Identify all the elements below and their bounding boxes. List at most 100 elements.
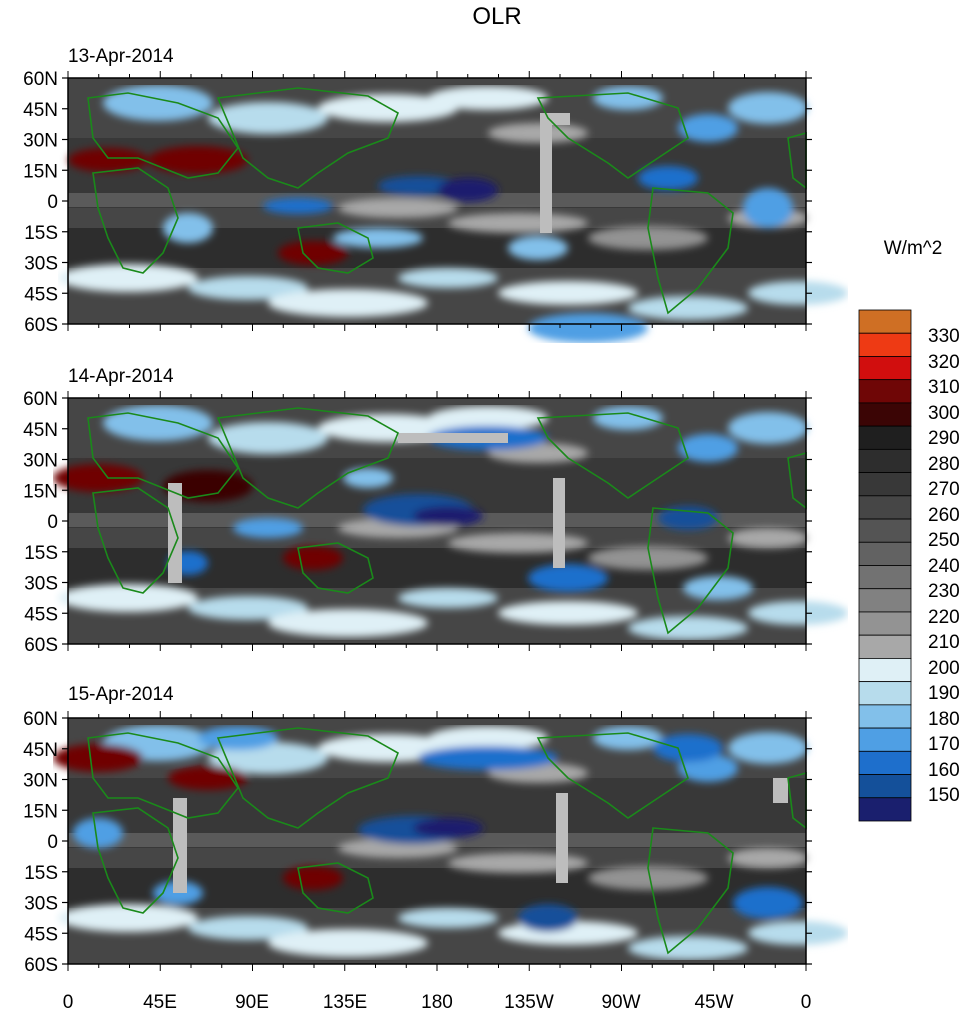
coastline [536,92,689,179]
colorbar-swatch [858,750,912,775]
olr-blob [448,853,588,873]
olr-blob [628,936,748,960]
coastline [647,827,734,955]
colorbar-swatch [858,518,912,543]
lon-label: 135E [323,992,367,1013]
olr-blob [743,188,793,228]
olr-blob [728,528,808,548]
colorbar-swatch [858,588,912,613]
colorbar-label: 200 [928,658,960,679]
olr-blob [588,866,708,890]
olr-blob [448,213,588,233]
olr-blob [73,818,123,848]
coastline [92,167,179,274]
lon-ticks-3 [67,711,807,971]
olr-blob [263,198,333,214]
coastline [87,92,239,179]
lon-label: 135W [504,992,554,1013]
olr-blob [678,114,738,142]
olr-blob [103,85,213,121]
colorbar-swatch [858,495,912,520]
map-area-3 [53,717,848,965]
lat-label: 45N [23,420,58,441]
lon-label: 90W [601,992,640,1013]
missing-strip [556,793,568,883]
colorbar-label: 300 [928,403,960,424]
missing-strip [553,478,565,568]
lat-label: 30S [24,574,58,595]
olr-blob [428,86,548,110]
coastline [297,222,374,274]
colorbar-label: 260 [928,505,960,526]
olr-blob [283,546,343,570]
olr-blob [413,506,483,526]
lat-axis-1: 60N 45N 30N 15N 0 15S 30S 45S 60S [23,69,812,336]
olr-blob [58,264,198,292]
olr-blob [488,123,588,143]
colorbar-swatch [858,309,912,334]
lat-label: 45N [23,100,58,121]
colorbar-swatch [858,565,912,590]
olr-blob [748,281,848,305]
panel-date-1: 13-Apr-2014 [68,46,174,67]
colorbar-swatch [858,634,912,659]
lat-label: 15S [24,863,58,884]
olr-blob [653,734,723,762]
olr-blob [58,584,198,612]
lat-label: 30S [24,894,58,915]
colorbar-label: 320 [928,352,960,373]
olr-blob [103,405,213,441]
olr-blob [448,533,588,553]
olr-blob [728,732,808,764]
lat-label: 60S [24,955,58,976]
lat-label: 15S [24,543,58,564]
olr-blob [428,406,548,430]
olr-blob [428,726,548,750]
olr-blob [593,726,663,750]
olr-blob [498,601,638,625]
olr-blob [188,276,308,300]
colorbar-swatch [858,797,912,822]
coastline [647,507,734,635]
olr-blob [398,268,498,288]
coastline [536,732,689,819]
lon-label: 0 [801,992,812,1013]
olr-blob [518,904,578,932]
map-area-1 [58,77,848,343]
colorbar-label: 280 [928,454,960,475]
lon-ticks-2 [67,391,807,651]
olr-blob [188,916,308,940]
lat-label: 60N [23,709,58,730]
colorbar-swatch [858,611,912,636]
lat-label: 15N [23,801,58,822]
lat-axis-2: 60N 45N 30N 15N 0 15S 30S 45S 60S [23,389,812,656]
olr-blob [148,146,248,174]
olr-blob [438,178,498,202]
coastline [297,542,374,594]
coastlines [87,727,807,955]
lat-label: 30N [23,771,58,792]
map-field [53,405,848,640]
colorbar-label: 210 [928,632,960,653]
lat-label: 60S [24,315,58,336]
colorbar-swatch [858,356,912,381]
olr-blob [53,744,143,772]
lat-label: 15N [23,481,58,502]
olr-blob [398,588,498,608]
colorbar-label: 230 [928,581,960,602]
olr-blob [343,468,393,488]
panel-date-2: 14-Apr-2014 [68,366,174,387]
olr-blob [378,176,458,196]
lat-label: 0 [47,192,58,213]
map-panel-1: 13-Apr-2014 60N 45N 30N 15N 0 15S 30S 45S 60S [23,46,848,343]
colorbar-swatch [858,379,912,404]
lon-label: 90E [235,992,269,1013]
olr-blob [498,281,638,305]
missing-data [173,778,788,893]
map-band [68,193,806,207]
coastline [87,412,239,499]
olr-blob [333,228,423,248]
colorbar-label: 270 [928,479,960,500]
map-panel-3: 15-Apr-2014 60N 45N 30N 15N 0 15S 30S 45S 60S [23,684,848,976]
